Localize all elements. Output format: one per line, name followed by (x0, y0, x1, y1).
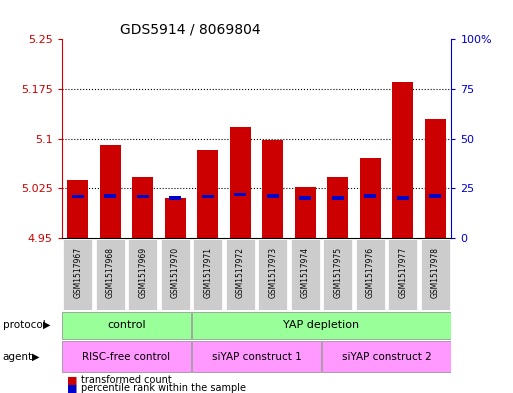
Bar (67, 180, 88, 238)
FancyBboxPatch shape (258, 239, 287, 310)
FancyBboxPatch shape (161, 239, 190, 310)
Bar (72, 195, 84, 198)
FancyBboxPatch shape (388, 239, 417, 310)
Bar (392, 82, 413, 238)
Text: ■: ■ (67, 383, 77, 393)
Text: GSM1517970: GSM1517970 (171, 247, 180, 298)
Text: ▶: ▶ (43, 320, 50, 330)
Text: ■: ■ (67, 375, 77, 386)
Text: GSM1517972: GSM1517972 (236, 247, 245, 298)
Text: GSM1517967: GSM1517967 (73, 247, 82, 298)
Text: GSM1517968: GSM1517968 (106, 247, 115, 298)
FancyBboxPatch shape (192, 312, 451, 339)
Text: siYAP construct 1: siYAP construct 1 (212, 352, 301, 362)
FancyBboxPatch shape (192, 341, 321, 372)
Bar (132, 177, 153, 238)
FancyBboxPatch shape (128, 239, 157, 310)
Bar (397, 196, 408, 200)
Text: GSM1517973: GSM1517973 (268, 247, 277, 298)
FancyBboxPatch shape (323, 239, 352, 310)
FancyBboxPatch shape (95, 239, 125, 310)
Bar (100, 145, 121, 238)
Bar (327, 177, 348, 238)
Text: protocol: protocol (3, 320, 45, 330)
Text: GSM1517971: GSM1517971 (203, 247, 212, 298)
Bar (169, 196, 181, 200)
Bar (360, 158, 381, 238)
Bar (429, 195, 441, 198)
Bar (262, 140, 283, 238)
Bar (425, 119, 446, 238)
Text: control: control (107, 320, 146, 330)
Text: GSM1517976: GSM1517976 (366, 247, 374, 298)
Text: GDS5914 / 8069804: GDS5914 / 8069804 (120, 23, 261, 37)
FancyBboxPatch shape (356, 239, 385, 310)
Bar (294, 187, 316, 238)
Bar (197, 150, 219, 238)
Text: GSM1517975: GSM1517975 (333, 247, 342, 298)
Text: GSM1517978: GSM1517978 (431, 247, 440, 298)
Bar (137, 195, 149, 198)
Bar (364, 195, 376, 198)
Text: GSM1517974: GSM1517974 (301, 247, 310, 298)
Text: GSM1517977: GSM1517977 (398, 247, 407, 298)
FancyBboxPatch shape (421, 239, 450, 310)
Text: YAP depletion: YAP depletion (283, 320, 360, 330)
FancyBboxPatch shape (62, 341, 191, 372)
Text: agent: agent (3, 352, 33, 362)
Bar (234, 193, 246, 196)
FancyBboxPatch shape (290, 239, 320, 310)
Bar (105, 195, 116, 198)
Bar (332, 196, 344, 200)
Bar (165, 198, 186, 238)
Text: ▶: ▶ (32, 352, 40, 362)
Text: transformed count: transformed count (81, 375, 172, 386)
FancyBboxPatch shape (322, 341, 451, 372)
Text: GSM1517969: GSM1517969 (139, 247, 147, 298)
FancyBboxPatch shape (193, 239, 222, 310)
Bar (300, 196, 311, 200)
Bar (230, 127, 251, 238)
FancyBboxPatch shape (62, 312, 191, 339)
Text: siYAP construct 2: siYAP construct 2 (342, 352, 431, 362)
Bar (267, 195, 279, 198)
Text: percentile rank within the sample: percentile rank within the sample (81, 383, 246, 393)
FancyBboxPatch shape (63, 239, 92, 310)
FancyBboxPatch shape (226, 239, 255, 310)
Bar (202, 195, 213, 198)
Text: RISC-free control: RISC-free control (83, 352, 171, 362)
